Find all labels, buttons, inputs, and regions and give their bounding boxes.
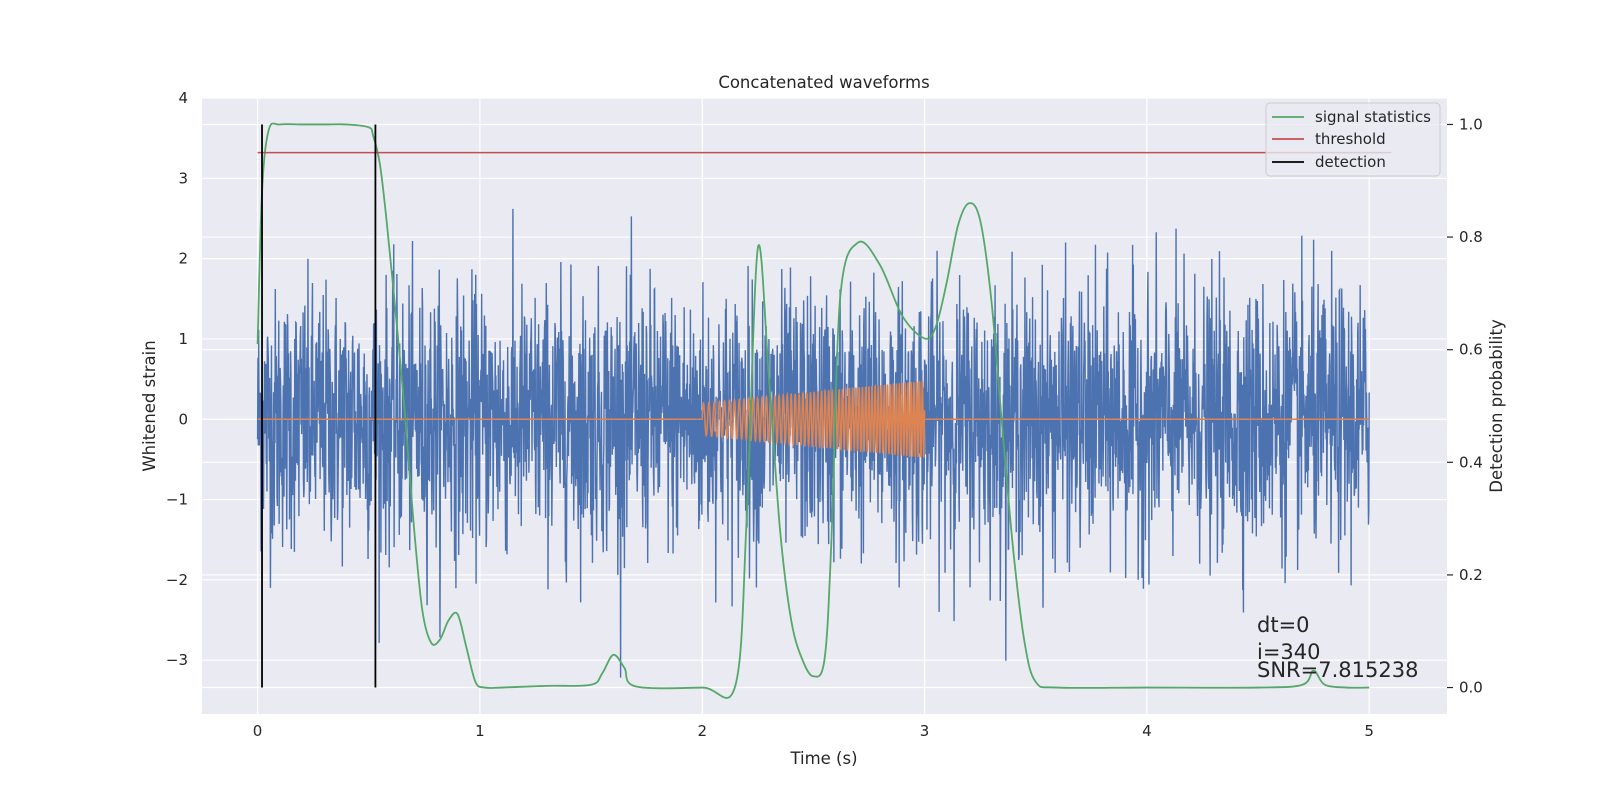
x-tick-label: 2 [697,722,707,740]
legend-label-threshold: threshold [1315,130,1386,148]
injection-series [257,380,1370,460]
x-tick-label: 5 [1364,722,1374,740]
y2-tick-label: 0.0 [1459,679,1483,697]
injection-line [257,380,1370,460]
strain-line [256,208,1370,678]
ticks: 0 1 2 3 4 5 4 3 2 1 0 −1 −2 −3 1.0 0.8 0.6 0.4 0.2 0.0 [166,89,1483,740]
signal-statistics-line [256,122,1370,699]
x-tick-label: 4 [1142,722,1152,740]
y2-tick-label: 0.8 [1459,228,1483,246]
x-tick-label: 3 [920,722,930,740]
annotation-dt: dt=0 [1257,613,1310,637]
x-tick-label: 1 [475,722,485,740]
x-axis-label: Time (s) [789,749,857,768]
y2-tick-label: 0.4 [1459,453,1483,471]
y-axis-label: Whitened strain [140,340,159,471]
x-tick-label: 0 [253,722,263,740]
y-tick-label: −3 [166,651,188,669]
legend-label-signal: signal statistics [1315,108,1431,126]
legend-box [1265,102,1441,177]
y-tick-label: −2 [166,571,188,589]
chart-title: Concatenated waveforms [718,73,929,92]
annotation-snr: SNR=7.815238 [1257,658,1418,682]
y-tick-label: 3 [178,169,188,187]
strain-series [256,208,1370,678]
y-tick-label: 1 [178,330,188,348]
legend: signal statistics threshold detection [1265,102,1441,177]
right-axis-series [256,122,1392,699]
y2-tick-label: 0.2 [1459,566,1483,584]
y2-tick-label: 1.0 [1459,115,1483,133]
annotation-i: i=340 [1257,640,1321,664]
y2-axis-label: Detection probability [1487,319,1506,493]
legend-label-detection: detection [1315,153,1386,171]
y-tick-label: 2 [178,250,188,268]
y-tick-label: 0 [178,410,188,428]
y-tick-label: 4 [178,89,188,107]
y2-tick-label: 0.6 [1459,341,1483,359]
y-tick-label: −1 [166,491,188,509]
